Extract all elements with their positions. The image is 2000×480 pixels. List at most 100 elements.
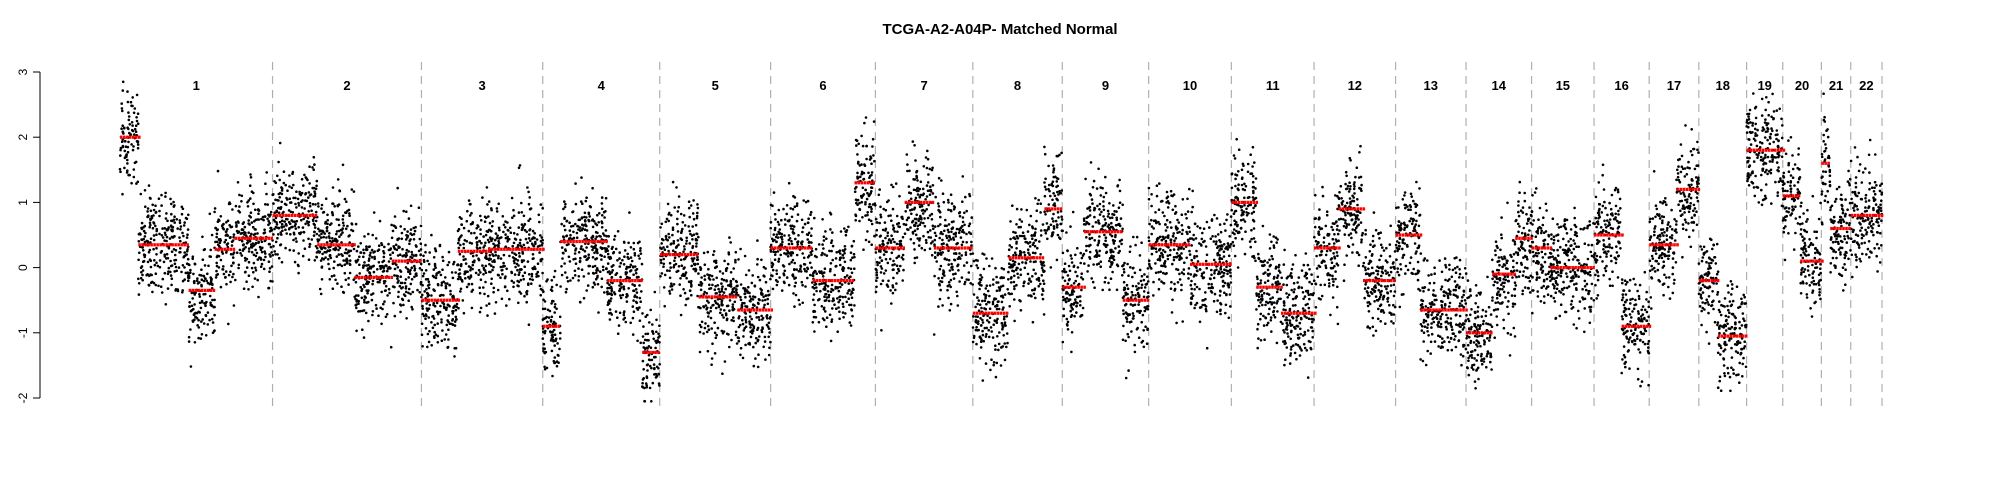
data-point	[1000, 321, 1004, 325]
data-point	[419, 253, 422, 257]
data-point	[933, 225, 937, 228]
data-point	[1031, 251, 1035, 255]
data-point	[1044, 213, 1047, 216]
data-point	[942, 270, 946, 274]
data-point	[976, 322, 980, 326]
data-point	[422, 314, 426, 318]
data-point	[476, 247, 479, 250]
data-point	[734, 250, 738, 254]
data-point	[553, 303, 557, 306]
data-point	[1072, 290, 1076, 293]
data-point	[950, 230, 953, 234]
data-point	[854, 214, 858, 218]
data-point	[802, 256, 806, 260]
data-point	[402, 209, 406, 213]
data-point	[709, 316, 713, 320]
data-point	[1104, 191, 1108, 195]
data-point	[864, 116, 868, 119]
data-point	[313, 194, 317, 198]
data-point	[1026, 272, 1030, 276]
data-point	[436, 312, 440, 316]
data-point	[121, 89, 125, 92]
data-point	[880, 329, 883, 332]
data-point	[817, 243, 821, 246]
data-point	[817, 320, 821, 324]
data-point	[514, 253, 518, 257]
data-point	[719, 311, 722, 315]
data-point	[1079, 300, 1082, 303]
data-point	[316, 247, 319, 250]
data-point	[883, 221, 887, 224]
data-point	[403, 227, 406, 231]
data-point	[964, 195, 967, 199]
data-point	[471, 263, 475, 267]
data-point	[600, 196, 604, 199]
data-point	[763, 335, 767, 339]
data-point	[911, 232, 915, 235]
data-point	[149, 237, 153, 240]
data-point	[941, 238, 944, 242]
data-point	[831, 307, 834, 310]
data-point	[333, 205, 337, 208]
data-point	[938, 267, 942, 271]
data-point	[1000, 300, 1004, 304]
data-point	[1068, 277, 1071, 281]
data-point	[898, 194, 901, 198]
data-point	[424, 250, 427, 254]
data-point	[1015, 207, 1019, 211]
data-point	[1073, 314, 1076, 318]
data-point	[989, 326, 993, 329]
data-point	[496, 288, 500, 292]
data-point	[979, 278, 983, 282]
data-point	[553, 344, 556, 347]
data-point	[601, 232, 605, 235]
data-point	[940, 179, 943, 182]
data-point	[341, 163, 345, 167]
data-point	[163, 231, 167, 235]
data-point	[1114, 235, 1117, 239]
data-point	[198, 301, 202, 305]
data-point	[222, 222, 225, 226]
data-point	[568, 229, 572, 232]
data-point	[755, 336, 758, 340]
data-point	[237, 266, 240, 270]
data-point	[492, 290, 495, 294]
data-point	[463, 270, 467, 274]
data-point	[473, 231, 476, 235]
data-point	[916, 186, 920, 190]
data-point	[424, 243, 427, 247]
data-point	[261, 246, 264, 250]
data-point	[787, 234, 791, 237]
data-point	[618, 289, 621, 293]
data-point	[897, 221, 901, 225]
data-point	[139, 233, 142, 236]
data-point	[794, 237, 797, 241]
data-point	[457, 241, 460, 245]
data-point	[976, 296, 979, 299]
data-point	[269, 255, 272, 258]
data-point	[487, 215, 490, 218]
data-point	[455, 305, 458, 309]
data-point	[409, 282, 413, 286]
data-point	[463, 239, 467, 242]
data-point	[485, 230, 489, 233]
data-point	[633, 252, 637, 255]
data-point	[490, 224, 494, 228]
data-point	[419, 262, 423, 266]
data-point	[470, 231, 473, 235]
data-point	[658, 335, 661, 338]
data-point	[552, 275, 556, 279]
data-point	[618, 311, 622, 315]
data-point	[282, 170, 286, 173]
data-point	[1086, 270, 1089, 273]
data-point	[536, 262, 540, 266]
data-point	[592, 272, 596, 275]
data-point	[832, 299, 835, 302]
data-point	[707, 328, 711, 332]
data-point	[946, 288, 949, 292]
data-point	[1037, 276, 1040, 280]
data-point	[658, 384, 661, 387]
data-point	[715, 333, 718, 337]
data-point	[931, 224, 935, 228]
data-point	[314, 203, 317, 206]
